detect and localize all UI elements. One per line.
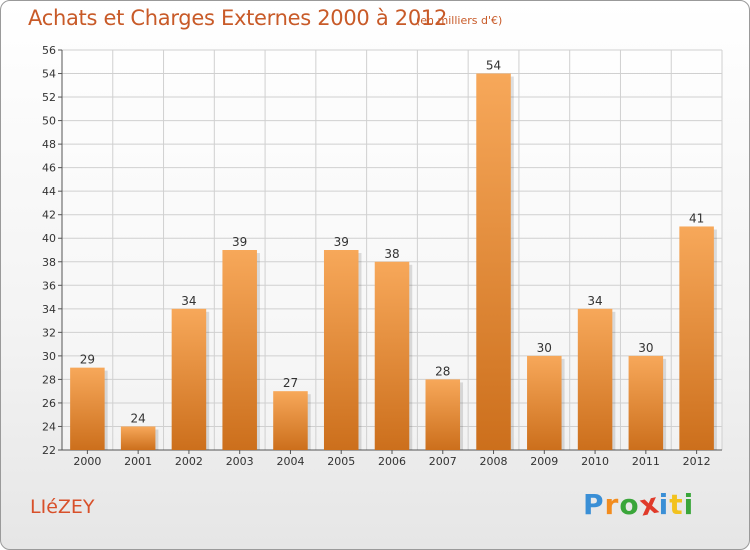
x-tick-label-2002: 2002: [175, 455, 203, 468]
labels: 29 24 34 39 27 39 38 28 54 30 34 30 41: [80, 59, 705, 426]
value-label-2003: 39: [232, 235, 247, 249]
value-label-2011: 30: [638, 341, 653, 355]
bar-2007: [425, 379, 461, 450]
y-tick-label: 46: [42, 162, 56, 175]
y-tick-label: 38: [42, 256, 56, 269]
x-tick-label-2012: 2012: [683, 455, 711, 468]
x-tick-label-2006: 2006: [378, 455, 406, 468]
y-tick-label: 40: [42, 232, 56, 245]
value-label-2012: 41: [689, 211, 704, 225]
bar-2000: [70, 367, 105, 450]
logo-letter: o: [619, 488, 640, 521]
x-tick-label-2001: 2001: [124, 455, 152, 468]
value-label-2007: 28: [435, 364, 450, 378]
y-tick-label: 44: [42, 185, 56, 198]
y-tick-label: 26: [42, 397, 56, 410]
x-tick-label-2005: 2005: [327, 455, 355, 468]
commune-name: LIéZEY: [30, 496, 95, 518]
value-label-2009: 30: [537, 341, 552, 355]
bar-2004: [273, 391, 308, 450]
y-tick-label: 56: [42, 44, 56, 57]
y-tick-label: 30: [42, 350, 56, 363]
logo-letter: r: [604, 488, 620, 521]
bar-2001: [120, 426, 156, 450]
x-tick-label-2004: 2004: [276, 455, 304, 468]
y-tick-label: 32: [42, 326, 56, 339]
chart-title: Achats et Charges Externes 2000 à 2012: [28, 6, 448, 30]
x-tick-label-2003: 2003: [226, 455, 254, 468]
bars: [70, 73, 717, 450]
value-label-2010: 34: [587, 294, 602, 308]
y-tick-label: 54: [42, 68, 56, 81]
y-tick-label: 36: [42, 279, 56, 292]
bar-2002: [171, 308, 207, 450]
x-tick-label-2010: 2010: [581, 455, 609, 468]
value-label-2008: 54: [486, 59, 501, 73]
value-label-2001: 24: [131, 411, 146, 425]
value-label-2002: 34: [181, 294, 196, 308]
logo-letter: P: [583, 488, 605, 521]
x-tick-label-2007: 2007: [429, 455, 457, 468]
bar-2008: [476, 73, 511, 450]
chart-subtitle: (en milliers d'€): [416, 14, 503, 27]
bar-2011: [628, 355, 664, 450]
y-tick-label: 28: [42, 373, 56, 386]
bar-2005: [323, 250, 359, 450]
logo-letter: i: [683, 488, 695, 521]
x-tick-label-2009: 2009: [530, 455, 558, 468]
y-tick-label: 48: [42, 138, 56, 151]
y-tick-label: 22: [42, 444, 56, 457]
y-tick-label: 52: [42, 91, 56, 104]
y-tick-label: 24: [42, 420, 56, 433]
bar-2003: [222, 250, 257, 450]
logo-letter: t: [669, 488, 684, 521]
bar-2009: [527, 355, 562, 450]
logo-letter: i: [658, 488, 670, 521]
value-label-2000: 29: [80, 353, 95, 367]
bar-2012: [679, 226, 714, 450]
x-tick-label-2011: 2011: [632, 455, 660, 468]
y-tick-label: 34: [42, 303, 56, 316]
proxiti-logo: Proxiti: [583, 486, 695, 522]
x-tick-label-2008: 2008: [480, 455, 508, 468]
y-tick-label: 50: [42, 115, 56, 128]
value-label-2006: 38: [384, 247, 399, 261]
value-label-2004: 27: [283, 376, 298, 390]
bar-2006: [374, 261, 410, 450]
x-tick-label-2000: 2000: [73, 455, 101, 468]
bar-2010: [577, 308, 613, 450]
y-tick-label: 42: [42, 209, 56, 222]
value-label-2005: 39: [334, 235, 349, 249]
